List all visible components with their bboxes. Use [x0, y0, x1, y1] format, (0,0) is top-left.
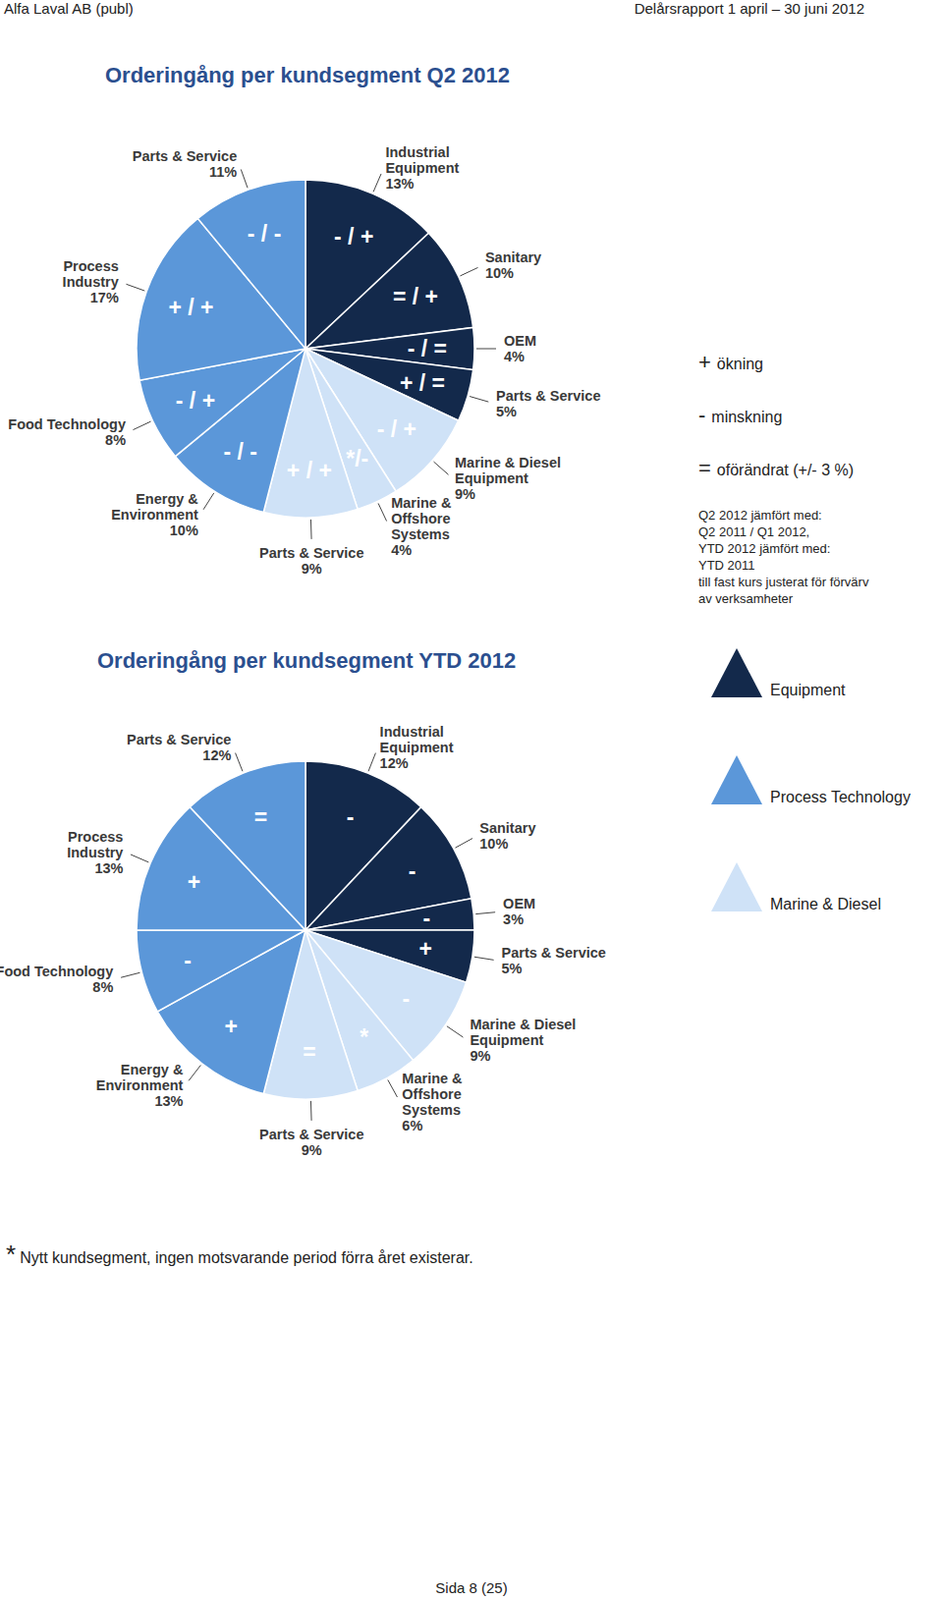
- svg-text:- / +: - / +: [175, 388, 216, 414]
- svg-text:IndustrialEquipment12%: IndustrialEquipment12%: [380, 723, 454, 772]
- svg-text:IndustrialEquipment13%: IndustrialEquipment13%: [385, 144, 459, 192]
- html-text:Q2 2011 / Q1 2012,: Q2 2011 / Q1 2012,: [698, 524, 810, 540]
- html-text:Process Technology: Process Technology: [770, 788, 911, 806]
- html-text:Q2 2012 jämfört med:: Q2 2012 jämfört med:: [698, 507, 822, 523]
- svg-text:- / +: - / +: [377, 416, 417, 443]
- svg-text:Sanitary10%: Sanitary10%: [485, 249, 542, 281]
- svg-text:+: +: [187, 869, 201, 895]
- html-text:av verksamheter: av verksamheter: [698, 591, 793, 607]
- svg-text:OEM3%: OEM3%: [502, 895, 536, 928]
- html-text:till fast kurs justerat för fö: till fast kurs justerat för förvärv: [698, 574, 869, 590]
- svg-text:Parts & Service5%: Parts & Service5%: [501, 944, 607, 977]
- svg-text:+ / =: + / =: [399, 370, 445, 396]
- svg-text:Energy &Environment10%: Energy &Environment10%: [110, 491, 199, 539]
- svg-text:Marine & DieselEquipment9%: Marine & DieselEquipment9%: [454, 454, 561, 502]
- svg-text:+ / +: + / +: [286, 457, 333, 484]
- svg-text:Marine & DieselEquipment9%: Marine & DieselEquipment9%: [469, 1016, 576, 1064]
- svg-text:ProcessIndustry17%: ProcessIndustry17%: [62, 258, 119, 306]
- html-text:YTD 2012 jämfört med:: YTD 2012 jämfört med:: [698, 541, 831, 556]
- svg-text:Energy &Environment13%: Energy &Environment13%: [96, 1061, 184, 1110]
- svg-text:+: +: [419, 936, 433, 962]
- svg-text:+: +: [223, 1013, 237, 1040]
- html-text:YTD 2011: YTD 2011: [698, 557, 755, 573]
- svg-text:-: -: [183, 947, 192, 974]
- svg-text:Marine &OffshoreSystems6%: Marine &OffshoreSystems6%: [401, 1070, 463, 1134]
- html-text:Delårsrapport 1 april – 30 jun: Delårsrapport 1 april – 30 juni 2012: [634, 0, 865, 17]
- svg-text:- / -: - / -: [247, 221, 282, 247]
- html-text:= oförändrat (+/- 3 %): = oförändrat (+/- 3 %): [698, 455, 854, 481]
- svg-text:Parts & Service12%: Parts & Service12%: [126, 731, 232, 764]
- svg-text:Parts & Service11%: Parts & Service11%: [132, 148, 238, 180]
- html-text:Equipment: Equipment: [770, 681, 846, 699]
- svg-text:=: =: [302, 1039, 316, 1065]
- svg-text:OEM4%: OEM4%: [503, 332, 537, 365]
- html-text:Marine & Diesel: Marine & Diesel: [770, 895, 882, 913]
- svg-text:ProcessIndustry13%: ProcessIndustry13%: [66, 829, 123, 877]
- svg-text:+ / +: + / +: [167, 294, 214, 321]
- svg-text:*: *: [359, 1024, 369, 1051]
- svg-text:Parts & Service5%: Parts & Service5%: [496, 388, 601, 420]
- svg-text:Parts & Service9%: Parts & Service9%: [259, 1126, 364, 1159]
- svg-text:= / +: = / +: [392, 283, 439, 310]
- svg-text:Sanitary10%: Sanitary10%: [479, 820, 536, 852]
- svg-text:-: -: [408, 858, 417, 885]
- html-text:Orderingång per kundsegment Q2: Orderingång per kundsegment Q2 2012: [105, 62, 510, 88]
- html-text:Orderingång per kundsegment YT: Orderingång per kundsegment YTD 2012: [97, 648, 516, 673]
- svg-text:- / -: - / -: [222, 439, 258, 465]
- svg-text:- / =: - / =: [407, 335, 447, 362]
- svg-text:- / +: - / +: [333, 223, 374, 250]
- svg-text:Food Technology8%: Food Technology8%: [7, 416, 126, 448]
- svg-text:-: -: [346, 804, 355, 831]
- svg-text:=: =: [254, 804, 268, 831]
- svg-text:Parts & Service9%: Parts & Service9%: [259, 545, 364, 577]
- html-text:Sida 8 (25): Sida 8 (25): [435, 1579, 508, 1597]
- svg-text:-: -: [402, 986, 411, 1012]
- html-text:*Nytt kundsegment, ingen motsv: *Nytt kundsegment, ingen motsvarande per…: [5, 1239, 474, 1270]
- html-text:- minskning: - minskning: [698, 402, 783, 428]
- svg-text:-: -: [422, 905, 431, 932]
- svg-text:Marine &OffshoreSystems4%: Marine &OffshoreSystems4%: [390, 495, 452, 558]
- html-text:+ ökning: + ökning: [698, 349, 764, 375]
- html-text:Alfa Laval AB (publ): Alfa Laval AB (publ): [3, 0, 134, 17]
- svg-text:Food Technology8%: Food Technology8%: [7, 963, 113, 996]
- svg-text:*/-: */-: [345, 445, 369, 472]
